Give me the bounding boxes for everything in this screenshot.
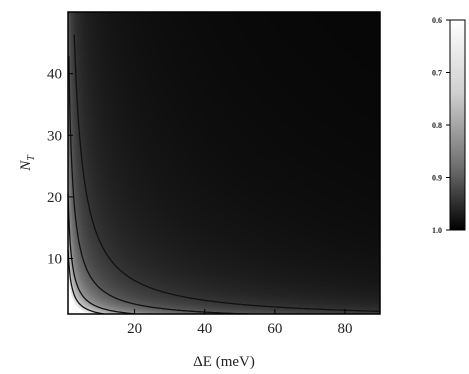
- x-axis-label: ΔE (meV): [193, 354, 255, 370]
- colorbar: 0.6 0.7 0.8 0.9 1.0: [432, 16, 465, 235]
- y-tick-label: 30: [47, 128, 62, 144]
- colorbar-tick-label: 0.8: [432, 121, 442, 130]
- x-tick-label: 60: [267, 321, 282, 337]
- y-axis-label: NT: [18, 154, 37, 172]
- x-tick-label: 40: [197, 321, 212, 337]
- y-tick-label: 10: [47, 252, 62, 268]
- y-tick-label: 40: [47, 67, 62, 83]
- heatmap-surface: [68, 12, 380, 314]
- colorbar-tick-label: 1.0: [432, 226, 442, 235]
- x-tick-label: 20: [127, 321, 142, 337]
- colorbar-tick-label: 0.7: [432, 69, 442, 78]
- plot-area: [68, 12, 380, 314]
- colorbar-ticks: 0.6 0.7 0.8 0.9 1.0: [432, 16, 450, 235]
- colorbar-tick-label: 0.6: [432, 16, 442, 25]
- colorbar-tick-label: 0.9: [432, 174, 442, 183]
- y-axis-label-subscript: T: [26, 154, 37, 161]
- colorbar-gradient: [450, 20, 465, 230]
- x-tick-label: 80: [337, 321, 352, 337]
- y-tick-label: 20: [47, 190, 62, 206]
